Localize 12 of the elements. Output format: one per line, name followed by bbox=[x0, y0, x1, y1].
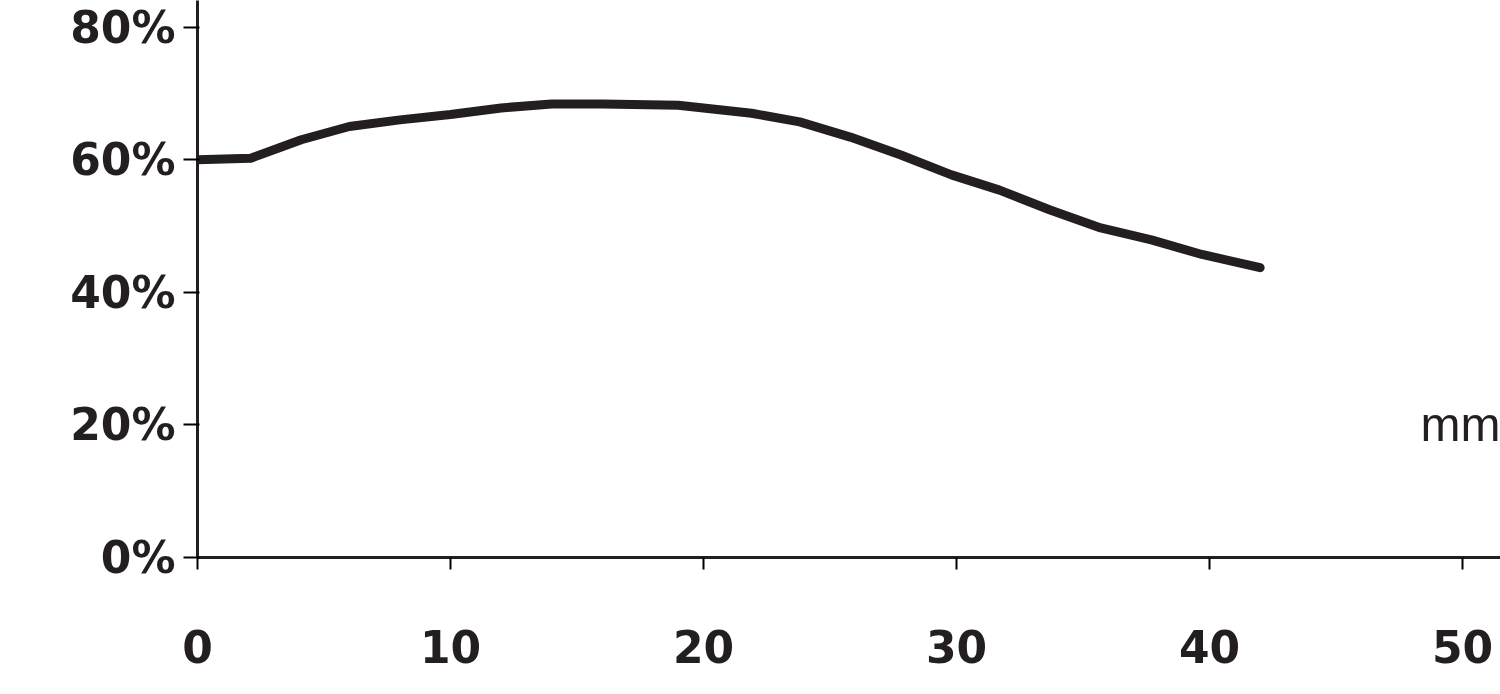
y-tick-label: 40% bbox=[70, 266, 176, 318]
x-tick-label: 0 bbox=[182, 621, 213, 673]
x-tick-label: 50 bbox=[1431, 621, 1494, 673]
x-tick-label: 20 bbox=[672, 621, 735, 673]
y-tick-label: 60% bbox=[70, 134, 176, 186]
y-tick-label: 20% bbox=[70, 399, 176, 451]
x-axis-title: mm bbox=[1420, 398, 1500, 452]
y-tick-label: 0% bbox=[100, 532, 176, 583]
x-tick-label: 10 bbox=[419, 621, 482, 673]
y-tick-label: 80% bbox=[70, 1, 176, 53]
x-tick-label: 40 bbox=[1178, 621, 1241, 673]
x-tick-label: 30 bbox=[925, 621, 988, 673]
